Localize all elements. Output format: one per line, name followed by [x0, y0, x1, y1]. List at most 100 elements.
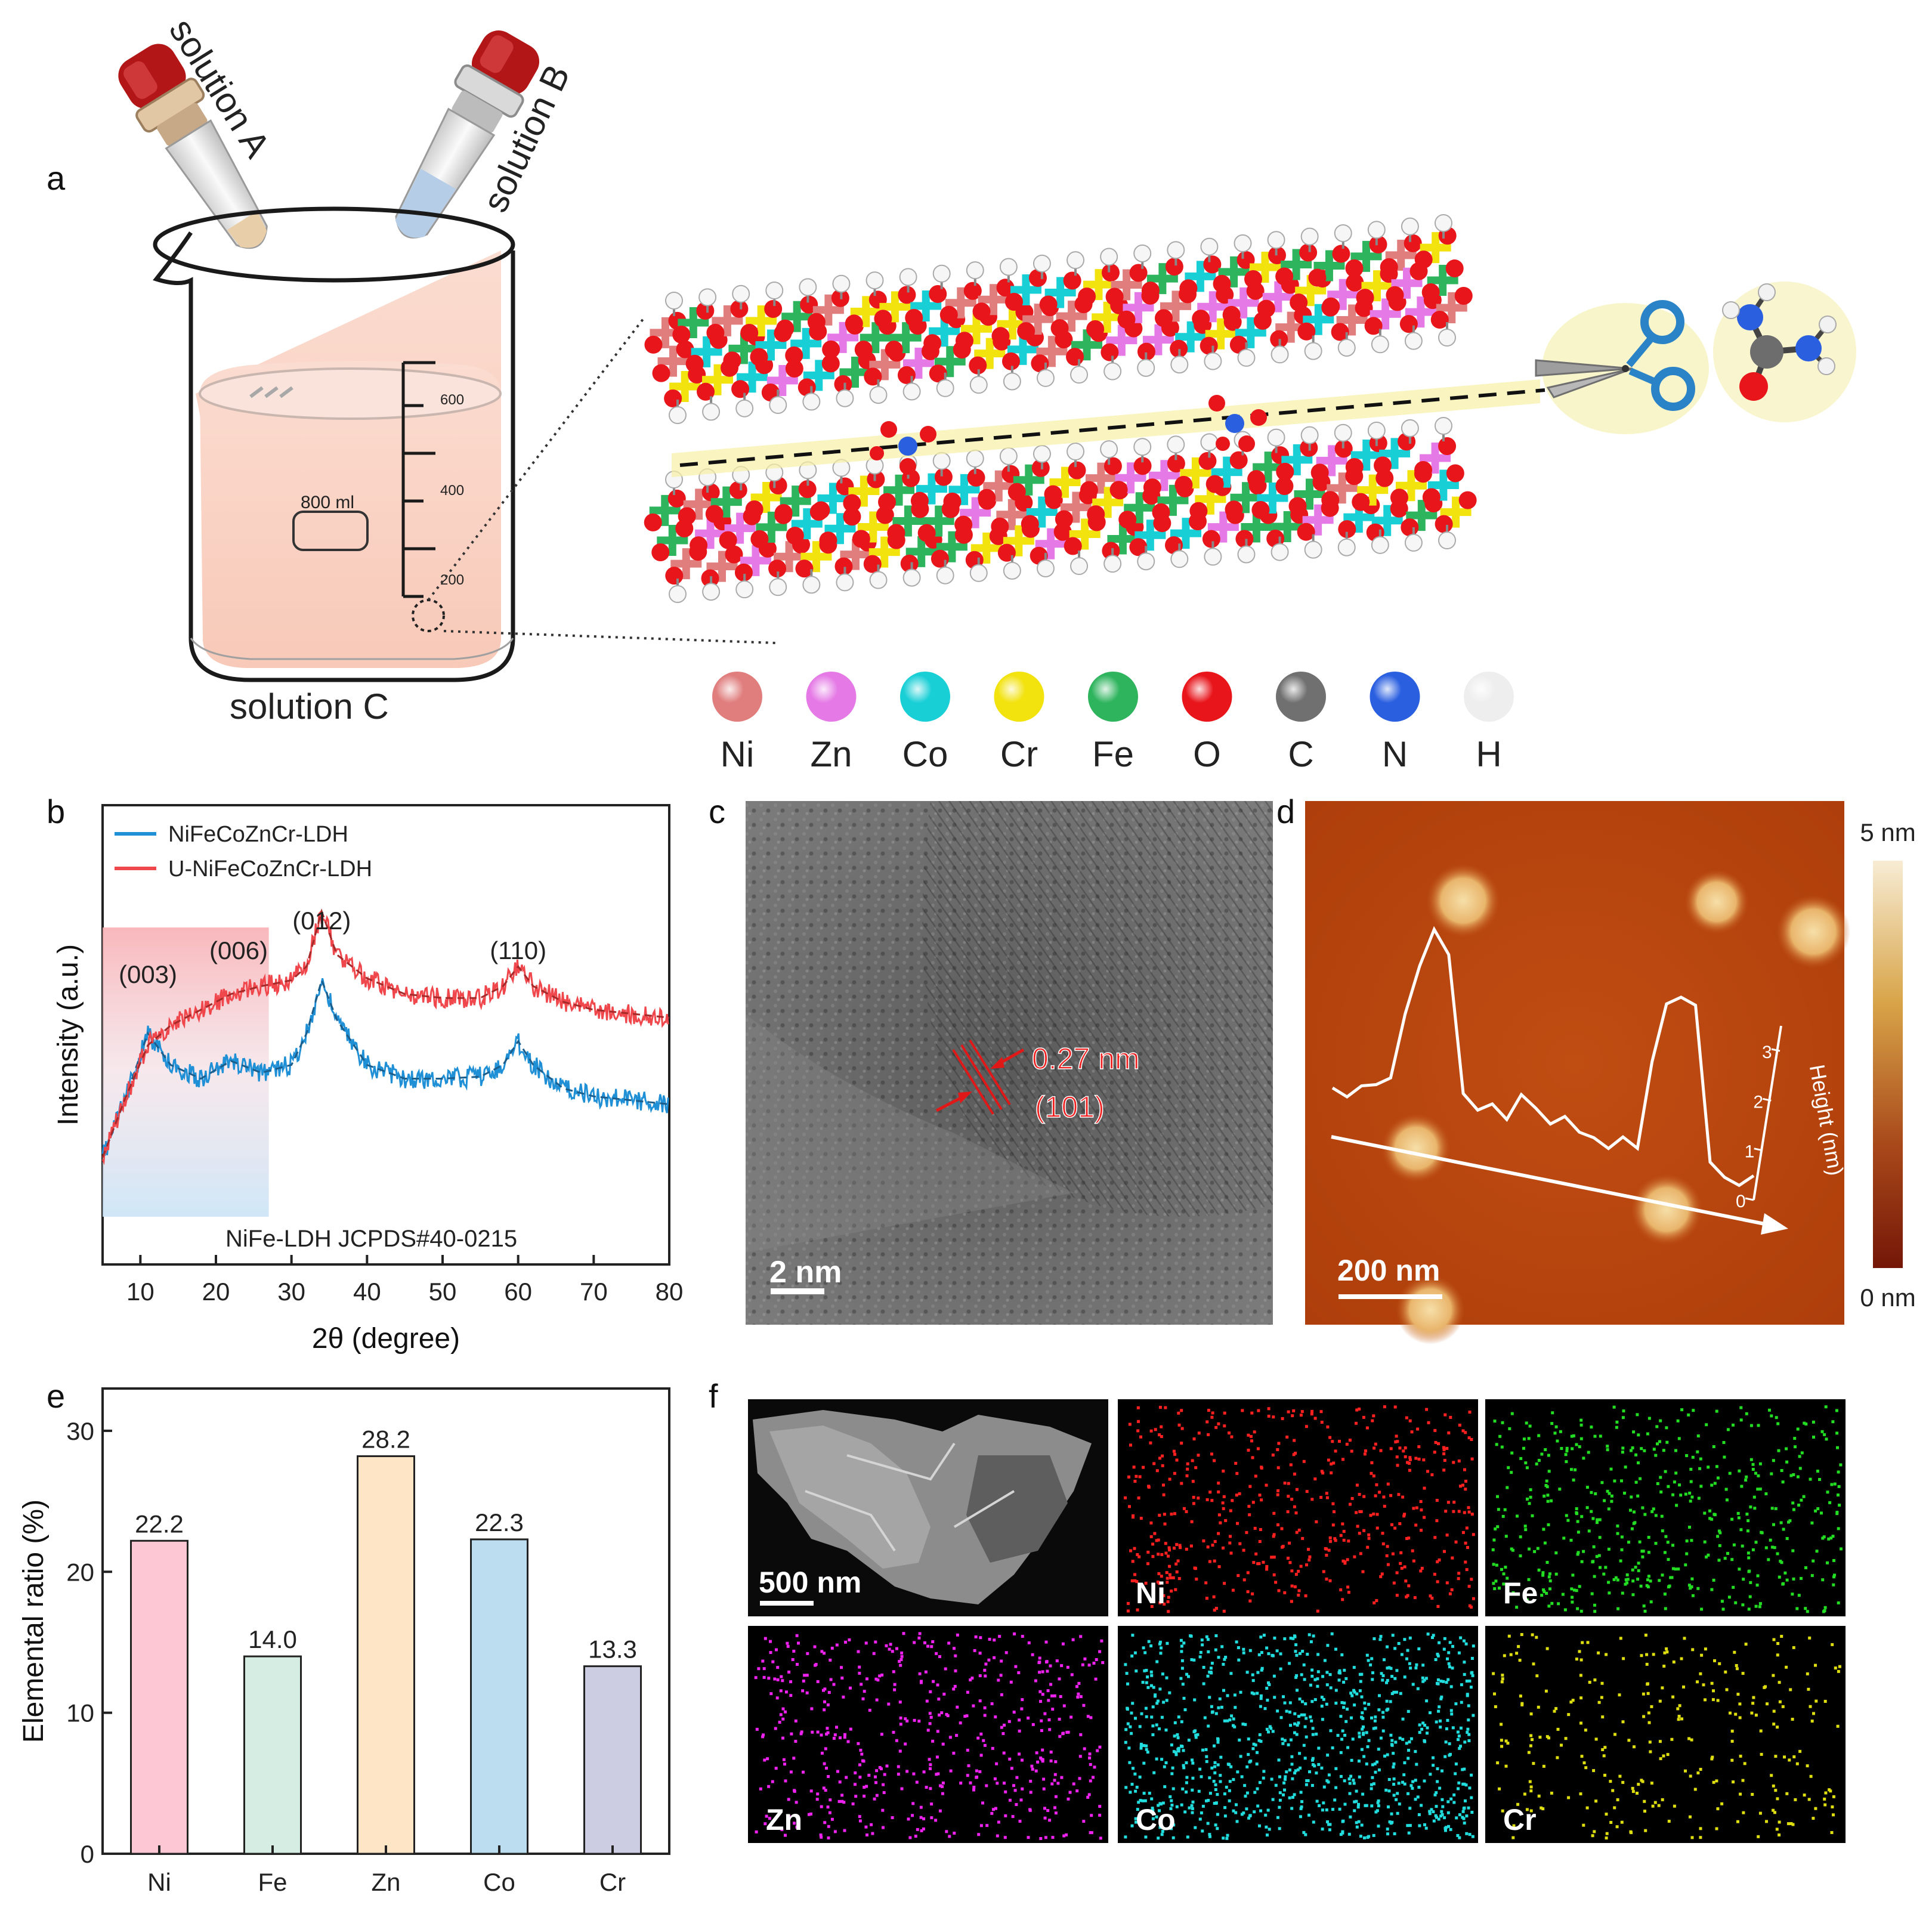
- eds-map-ni: Ni: [1118, 1399, 1478, 1616]
- bar-fe: [243, 1655, 302, 1855]
- bar-ytick-label: 10: [66, 1699, 94, 1727]
- afm-profile-tick-label: 2: [1753, 1092, 1763, 1112]
- xrd-xtick-label: 60: [504, 1278, 532, 1306]
- eds-map-background: [1485, 1626, 1846, 1843]
- beaker-icon: [153, 206, 515, 682]
- xrd-y-axis-title: Intensity (a.u.): [52, 944, 84, 1125]
- afm-colorbar: [1873, 861, 1903, 1268]
- legend-label-fe: Fe: [1092, 734, 1134, 774]
- xrd-line-pristine: [101, 978, 669, 1156]
- xrd-series: [101, 908, 670, 1165]
- afm-profile-tick: [1754, 1148, 1763, 1152]
- nitrate-anion-left: [870, 421, 936, 475]
- xrd-xtick-label: 50: [429, 1278, 457, 1306]
- legend-label-cr: Cr: [1000, 734, 1038, 774]
- dropper-a-icon: [118, 44, 268, 249]
- eds-map-zn: Zn: [748, 1626, 1108, 1843]
- bar-value-label: 28.2: [361, 1425, 410, 1453]
- bar-value-label: 13.3: [588, 1635, 637, 1663]
- panel-f-letter: f: [709, 1377, 718, 1415]
- afm-image: [1305, 801, 1850, 1344]
- afm-scalebar-label: 200 nm: [1337, 1254, 1440, 1287]
- legend-label-h: H: [1476, 734, 1501, 774]
- urea-molecule-icon: [1713, 282, 1856, 422]
- afm-profile-tick: [1763, 1097, 1772, 1102]
- legend-label-zn: Zn: [810, 734, 852, 774]
- solution-c-label: solution C: [230, 687, 389, 726]
- eds-map-cr: Cr: [1485, 1626, 1846, 1843]
- xrd-fit-pristine: [101, 977, 670, 1158]
- sem-scalebar-label: 500 nm: [759, 1566, 861, 1599]
- bar-value-label: 22.2: [135, 1510, 184, 1538]
- xrd-peak-label: (006): [209, 936, 268, 964]
- bar-category-label: Co: [483, 1868, 515, 1896]
- xrd-xtick-label: 10: [126, 1278, 154, 1306]
- zoom-line-bottom: [443, 630, 776, 644]
- eds-map-label: Cr: [1503, 1803, 1537, 1836]
- panel-c: c 0.27 nm (101) 2 nm: [709, 793, 1273, 1325]
- xrd-legend-label: U-NiFeCoZnCr-LDH: [168, 856, 372, 882]
- xrd-peak-label: (110): [490, 936, 546, 964]
- xrd-legend-label: NiFeCoZnCr-LDH: [168, 822, 348, 847]
- afm-profile-tick-label: 1: [1745, 1142, 1755, 1162]
- lattice-marker-icon: [935, 1039, 1025, 1115]
- eds-map-co: Co: [1118, 1626, 1478, 1843]
- eds-maps: Ni Fe Zn Co Cr: [748, 1399, 1846, 1843]
- panel-e: e 22.2 Ni 14.0 Fe 28.2 Zn 22.3 Co 13.3 Cr 0 10 20 30…: [18, 1377, 670, 1896]
- element-legend: Ni Zn Co Cr Fe O C N H: [712, 672, 1514, 774]
- nitrate-anion-right: [1208, 395, 1267, 452]
- panel-c-letter: c: [709, 793, 725, 830]
- bar-ytick-label: 20: [66, 1558, 94, 1586]
- eds-map-label: Zn: [766, 1803, 802, 1836]
- xrd-peak-label: (012): [292, 907, 351, 935]
- bar-category-label: Ni: [147, 1868, 171, 1896]
- xrd-fit-urea-treated: [101, 908, 670, 1158]
- xrd-xtick-label: 40: [353, 1278, 381, 1306]
- bar-ni: [130, 1539, 188, 1855]
- bar-cr: [583, 1665, 642, 1855]
- jcpds-reference-label: NiFe-LDH JCPDS#40-0215: [225, 1226, 517, 1252]
- panel-a-letter: a: [47, 159, 66, 197]
- legend-label-n: N: [1382, 734, 1408, 774]
- eds-map-fe: Fe: [1485, 1399, 1846, 1616]
- legend-label-ni: Ni: [721, 734, 755, 774]
- bar-category-label: Fe: [258, 1868, 287, 1896]
- afm-line-scan-arrowhead: [1761, 1213, 1788, 1235]
- panel-b-letter: b: [47, 793, 65, 830]
- bar-category-label: Zn: [371, 1868, 400, 1896]
- afm-profile-axis-line: [1752, 1025, 1782, 1201]
- bar-series: 22.2 Ni 14.0 Fe 28.2 Zn 22.3 Co 13.3 Cr: [130, 1425, 642, 1896]
- sem-image: [748, 1399, 1108, 1616]
- dropper-b-icon: [395, 30, 540, 239]
- legend-label-co: Co: [902, 734, 948, 774]
- xrd-peak-label: (003): [119, 960, 177, 988]
- panel-e-letter: e: [47, 1377, 65, 1415]
- xrd-peak-labels: (003) (006) (012) (110): [119, 907, 546, 988]
- xrd-xtick-label: 20: [202, 1278, 230, 1306]
- ldh-upper-layer: [644, 214, 1473, 424]
- panel-a: a solution A solution B: [47, 11, 1856, 774]
- graduation-200: 200: [440, 572, 464, 588]
- afm-profile-tick: [1771, 1048, 1780, 1052]
- ldh-structure-illustration: [644, 214, 1545, 603]
- scissors-icon: [1535, 300, 1709, 434]
- eds-map-label: Fe: [1503, 1576, 1538, 1610]
- bar-value-label: 22.3: [475, 1508, 524, 1536]
- afm-profile-tick: [1745, 1197, 1754, 1201]
- afm-colorbar-max: 5 nm: [1860, 818, 1915, 846]
- afm-profile-line: [1331, 926, 1755, 1188]
- hrtem-scalebar: [771, 1288, 824, 1294]
- hrtem-scalebar-label: 2 nm: [769, 1255, 842, 1290]
- afm-line-scan: [1331, 1135, 1777, 1228]
- bar-value-label: 14.0: [248, 1625, 297, 1653]
- xrd-xtick-label: 80: [656, 1278, 684, 1306]
- xrd-xtick-label: 70: [580, 1278, 608, 1306]
- eds-map-label: Ni: [1136, 1576, 1166, 1610]
- xrd-legend: NiFeCoZnCr-LDH U-NiFeCoZnCr-LDH: [115, 822, 372, 882]
- afm-profile-axis: 0 1 2 3: [1736, 1025, 1782, 1211]
- lattice-plane-label: (101): [1035, 1090, 1105, 1124]
- d-spacing-label: 0.27 nm: [1032, 1042, 1140, 1075]
- bar-axes: 0 10 20 30: [66, 1417, 112, 1868]
- panel-d-letter: d: [1276, 793, 1295, 830]
